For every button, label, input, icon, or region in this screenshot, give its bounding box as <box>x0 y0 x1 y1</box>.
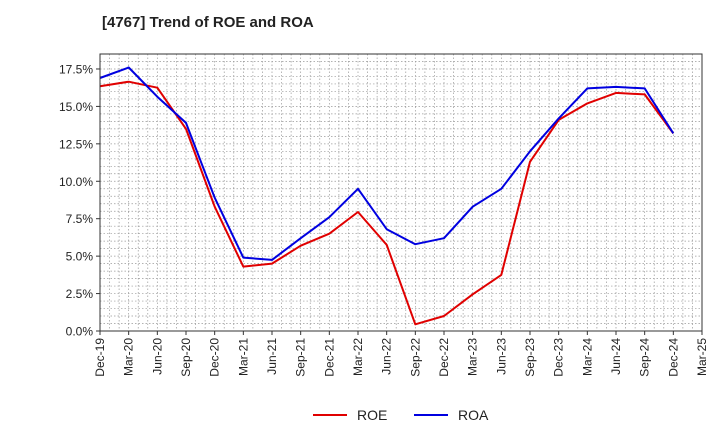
x-tick-label: Mar-22 <box>351 338 365 376</box>
x-tick-label: Sep-21 <box>294 338 308 377</box>
x-axis-ticks: Dec-19 Mar-20 Jun-20 Sep-20 Dec-20 Mar-21 Jun-… <box>93 331 709 377</box>
x-tick-label: Mar-20 <box>122 338 136 376</box>
grid <box>100 54 702 331</box>
legend-item-roe: ROE <box>313 402 387 428</box>
y-tick-label: 10.0% <box>59 175 93 189</box>
x-tick-label: Dec-23 <box>552 338 566 377</box>
y-axis-ticks: 0.0% 2.5% 5.0% 7.5% 10.0% 12.5% 15.0% 17.5% <box>59 62 100 339</box>
y-tick-label: 2.5% <box>66 287 94 301</box>
x-tick-label: Jun-22 <box>380 338 394 375</box>
legend-label-roa: ROA <box>458 407 489 423</box>
x-tick-label: Dec-20 <box>208 338 222 377</box>
series-line-roa <box>99 66 675 261</box>
y-tick-label: 5.0% <box>66 250 94 264</box>
x-tick-label: Jun-24 <box>609 338 623 375</box>
x-tick-label: Sep-23 <box>523 338 537 377</box>
legend-item-roa: ROA <box>414 402 488 428</box>
x-tick-label: Dec-24 <box>666 338 680 377</box>
legend-label-roe: ROE <box>357 407 388 423</box>
y-tick-label: 0.0% <box>66 325 94 339</box>
series-line-roe <box>99 80 675 326</box>
series-lines <box>99 66 675 326</box>
x-tick-label: Mar-24 <box>580 338 594 376</box>
y-tick-label: 15.0% <box>59 100 93 114</box>
x-tick-label: Dec-21 <box>322 338 336 377</box>
x-tick-label: Dec-22 <box>437 338 451 377</box>
chart-title: [4767] Trend of ROE and ROA <box>102 14 314 31</box>
x-tick-label: Jun-21 <box>265 338 279 375</box>
x-tick-label: Jun-23 <box>494 338 508 375</box>
y-tick-label: 12.5% <box>59 137 93 151</box>
plot-frame <box>99 53 703 332</box>
x-tick-label: Dec-19 <box>93 338 107 377</box>
y-tick-label: 7.5% <box>66 212 94 226</box>
x-tick-label: Mar-21 <box>236 338 250 376</box>
x-tick-label: Sep-22 <box>408 338 422 377</box>
x-tick-label: Mar-25 <box>695 338 709 376</box>
legend: ROE ROA <box>0 402 720 428</box>
legend-swatch-roe <box>313 414 347 416</box>
x-tick-label: Sep-24 <box>638 338 652 377</box>
y-tick-label: 17.5% <box>59 62 93 76</box>
x-tick-label: Mar-23 <box>466 338 480 376</box>
legend-swatch-roa <box>414 414 448 416</box>
x-tick-label: Jun-20 <box>150 338 164 375</box>
x-tick-label: Sep-20 <box>179 338 193 377</box>
